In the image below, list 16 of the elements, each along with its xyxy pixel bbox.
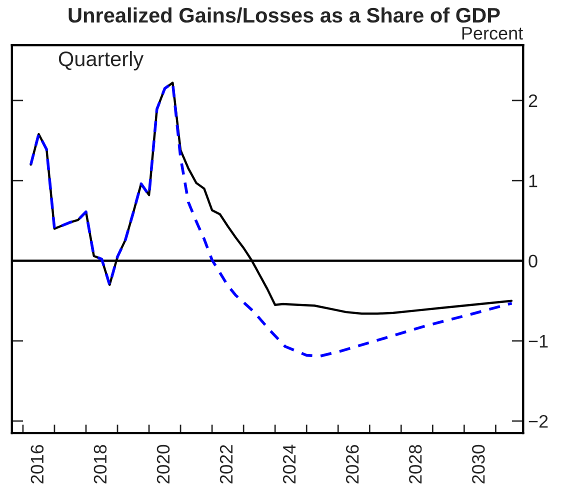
chart-title: Unrealized Gains/Losses as a Share of GDP	[68, 7, 500, 23]
y-tick-label: 1	[529, 174, 538, 188]
x-tick-label: 2018	[94, 444, 107, 484]
x-tick-label: 2028	[408, 444, 422, 484]
x-tick-label: 2020	[156, 444, 170, 484]
annotation: Quarterly	[58, 50, 144, 70]
y-tick-label: −2	[528, 414, 548, 428]
x-tick-label: 2022	[220, 445, 233, 484]
y-tick-label: −1	[528, 335, 548, 348]
x-tick-label: 2030	[472, 444, 485, 484]
y-tick-label: 0	[528, 254, 538, 268]
x-tick-label: 2024	[282, 444, 296, 484]
y-axis-title: Percent	[462, 27, 523, 40]
y-tick-label: 2	[528, 94, 538, 108]
x-tick-label: 2026	[346, 444, 359, 484]
x-tick-label: 2016	[30, 444, 44, 484]
